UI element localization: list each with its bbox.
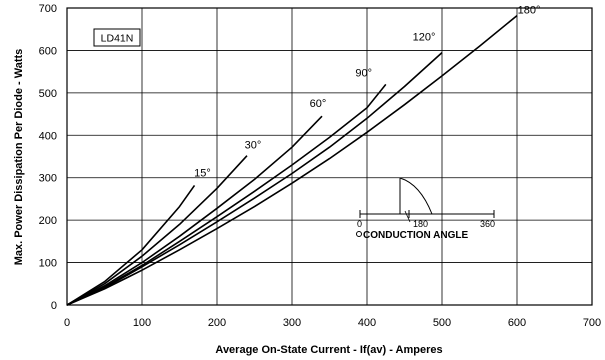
curve-labels: 15° 30° 60° 90° 120° 180° (194, 5, 540, 180)
y-tick-label: 0 (51, 300, 57, 312)
x-tick-label: 200 (208, 317, 226, 329)
x-tick-label: 600 (508, 317, 526, 329)
series-label-5: 120° (413, 32, 436, 44)
y-tick-label: 100 (39, 258, 57, 270)
x-tick-label: 500 (433, 317, 451, 329)
y-tick-label: 500 (39, 88, 57, 100)
device-label-box: LD41N (93, 28, 141, 47)
series-line-2 (66, 155, 248, 306)
series-label-3: 60° (310, 98, 327, 110)
inset-waveform-curve (399, 177, 433, 215)
series-label-2: 30° (245, 140, 262, 152)
x-tick-label: 0 (64, 317, 70, 329)
series-label-1: 15° (194, 167, 211, 179)
plot-frame (66, 7, 593, 306)
inset-marker-circle (356, 231, 362, 237)
series-line-5 (66, 52, 443, 306)
y-tick-label: 300 (39, 173, 57, 185)
inset-title: CONDUCTION ANGLE (363, 230, 469, 241)
y-tick-label: 200 (39, 215, 57, 227)
series-line-1 (66, 184, 196, 306)
x-tick-label: 400 (358, 317, 376, 329)
series-line-3 (66, 115, 323, 306)
grid (67, 8, 592, 305)
y-axis-label: Max. Power Dissipation Per Diode - Watts (13, 49, 25, 266)
tick-labels: 0 100 200 300 400 500 600 700 0 100 200 300 400 500 60… (39, 3, 602, 329)
conduction-angle-inset: 0 180 360 CONDUCTION ANGLE (356, 177, 495, 241)
series-label-4: 90° (355, 67, 372, 79)
series-label-6: 180° (518, 5, 541, 17)
inset-angle-marker (404, 210, 411, 223)
inset-label-0: 0 (357, 219, 362, 229)
y-tick-label: 700 (39, 3, 57, 15)
y-tick-label: 400 (39, 130, 57, 142)
x-tick-label: 700 (583, 317, 601, 329)
x-tick-label: 300 (283, 317, 301, 329)
y-tick-label: 600 (39, 45, 57, 57)
series-line-6 (66, 14, 518, 306)
device-label: LD41N (101, 33, 134, 45)
device-label-frame (93, 28, 141, 47)
x-axis-label: Average On-State Current - If(av) - Ampe… (215, 344, 442, 356)
x-tick-label: 100 (133, 317, 151, 329)
series-line-4 (66, 83, 387, 306)
inset-label-360: 360 (480, 219, 495, 229)
inset-label-180: 180 (413, 219, 428, 229)
curves (66, 14, 518, 306)
